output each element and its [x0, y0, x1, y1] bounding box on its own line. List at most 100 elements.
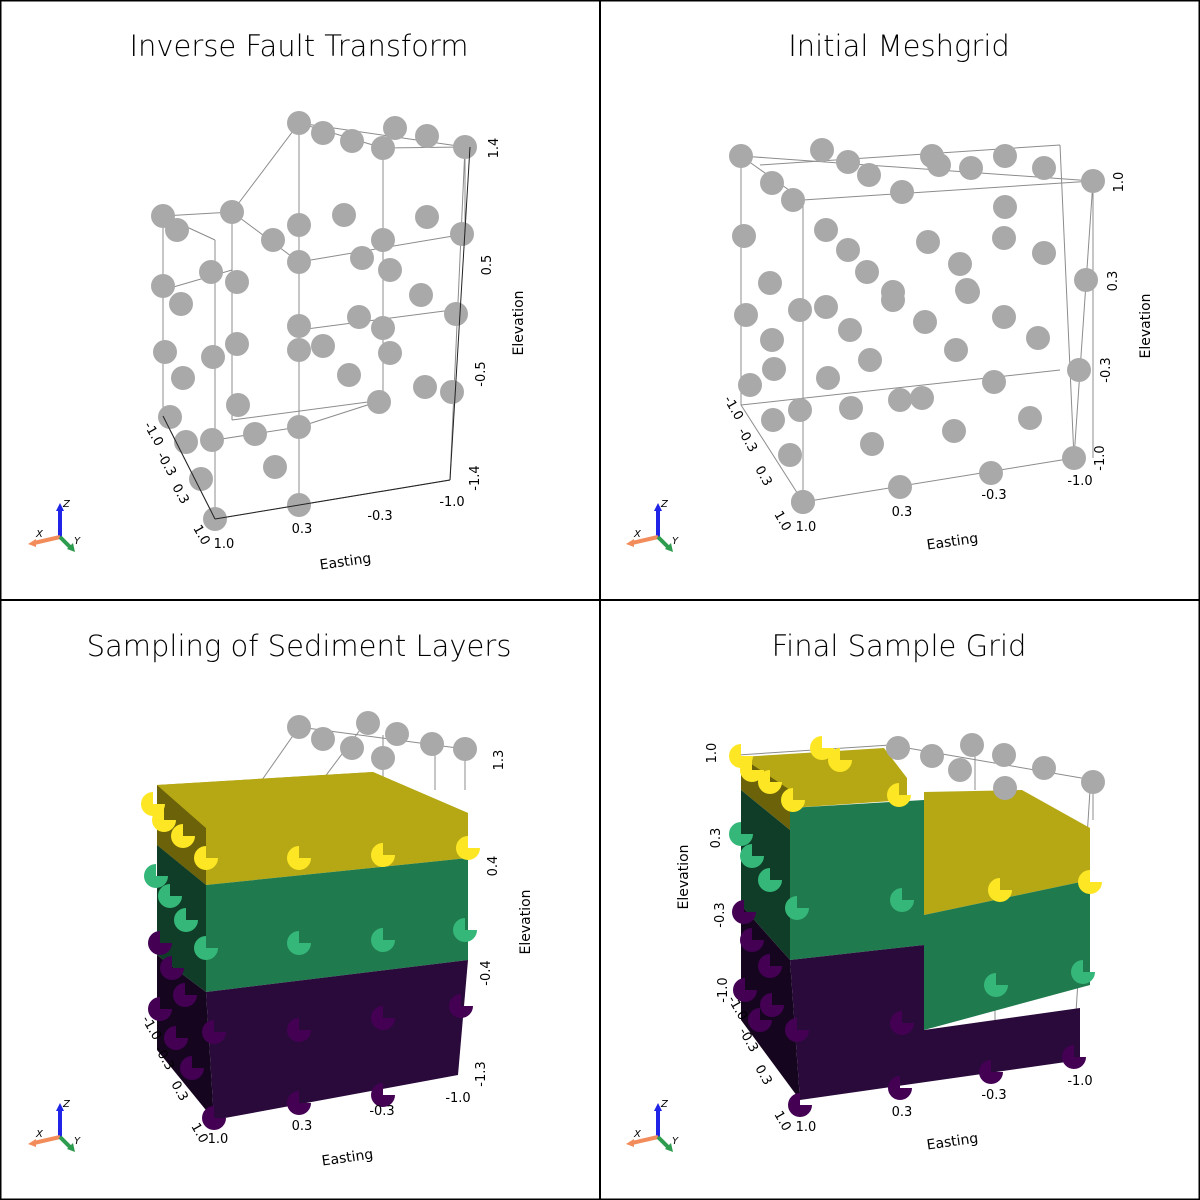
grid-node: [758, 271, 782, 295]
sample-node: [740, 844, 764, 868]
y-tick: 0.3: [168, 482, 191, 507]
sample-node: [287, 846, 311, 870]
grid-node: [993, 776, 1017, 800]
grid-node: [371, 228, 395, 252]
z-axis-arrow-head: [654, 1103, 662, 1111]
grid-node: [858, 348, 882, 372]
grid-node: [881, 280, 905, 304]
x-axis-label: Easting: [926, 1131, 980, 1154]
grid-node: [1074, 268, 1098, 292]
grid-node: [738, 373, 762, 397]
sample-node: [171, 824, 195, 848]
grid-node: [287, 314, 311, 338]
grid-node: [992, 226, 1016, 250]
x-axis-label: Easting: [926, 531, 980, 554]
sample-node: [748, 1008, 772, 1032]
grid-node: [948, 758, 972, 782]
panel-title: Sampling of Sediment Layers: [87, 629, 512, 663]
sample-node: [202, 1020, 226, 1044]
x-tick: -0.3: [367, 509, 392, 524]
grid-node: [220, 200, 244, 224]
sample-node: [158, 884, 182, 908]
green-layer-block-right: [924, 880, 1090, 1030]
grid-node: [311, 727, 335, 751]
grid-node: [760, 328, 784, 352]
grid-node: [1032, 156, 1056, 180]
sample-node: [758, 954, 782, 978]
sample-node: [371, 843, 395, 867]
grid-node: [762, 357, 786, 381]
yellow-layer-top: [157, 772, 468, 828]
grid-edge: [1073, 180, 1094, 459]
grid-node: [199, 260, 223, 284]
grid-node: [287, 250, 311, 274]
sample-node: [781, 788, 805, 812]
z-tick: 0.5: [480, 255, 495, 276]
orientation-triad: Z X Y: [626, 1099, 679, 1152]
sample-node: [1071, 960, 1095, 984]
grid-node: [201, 345, 225, 369]
grid-node: [993, 195, 1017, 219]
grid-node: [340, 129, 364, 153]
panel-sampling-of-sediment-layers: Sampling of Sediment Layers 1.0 0.3 -0.3…: [28, 629, 534, 1170]
grid-node: [857, 163, 881, 187]
grid-node: [959, 156, 983, 180]
triad-x-label: X: [35, 529, 44, 540]
z-tick: 1.0: [1112, 172, 1127, 193]
grid-node: [955, 278, 979, 302]
x-tick: -1.0: [1067, 474, 1092, 489]
grid-node: [174, 430, 198, 454]
y-axis-arrow: [58, 535, 72, 549]
x-tick: -0.3: [981, 1088, 1006, 1103]
x-tick: 1.0: [208, 1132, 229, 1147]
grid-edges: [162, 122, 466, 520]
sample-node: [453, 918, 477, 942]
triad-y-label: Y: [74, 536, 81, 547]
x-tick: -0.3: [369, 1104, 394, 1119]
grid-node: [1032, 241, 1056, 265]
grid-node: [440, 380, 464, 404]
z-axis-arrow-head: [56, 503, 64, 511]
z-tick: -1.0: [716, 977, 731, 1002]
grid-node: [189, 467, 213, 491]
z-tick: -0.3: [713, 902, 728, 927]
sample-node: [1062, 1045, 1086, 1069]
grid-node: [347, 305, 371, 329]
y-axis-arrow: [58, 1135, 72, 1149]
grid-node: [810, 138, 834, 162]
grid-node: [1018, 406, 1042, 430]
y-tick: 0.3: [751, 464, 774, 489]
grid-node: [992, 743, 1016, 767]
grid-node: [287, 338, 311, 362]
panel-title: Initial Meshgrid: [788, 29, 1010, 63]
sample-node: [888, 1076, 912, 1100]
grid-node: [788, 298, 812, 322]
z-axis-label: Elevation: [518, 889, 534, 954]
grid-node: [444, 302, 468, 326]
sample-node: [788, 1093, 812, 1117]
grid-edges: [740, 144, 1094, 503]
grid-node: [225, 332, 249, 356]
x-axis-arrow: [631, 535, 659, 545]
grid-node: [385, 722, 409, 746]
grid-node: [337, 363, 361, 387]
triad-z-label: Z: [660, 1099, 669, 1110]
grid-node: [729, 144, 753, 168]
triad-z-label: Z: [62, 499, 71, 510]
grid-node: [1032, 756, 1056, 780]
y-tick: 1.0: [770, 1109, 793, 1134]
y-axis-arrow-head: [67, 1143, 75, 1152]
grid-node: [340, 736, 364, 760]
panel-initial-meshgrid: Initial Meshgrid 1.0 0.3 -0.3 -1.0 Easti…: [626, 29, 1154, 554]
grid-node: [910, 386, 934, 410]
grid-nodes: [729, 733, 1105, 1117]
sample-node: [740, 758, 764, 782]
triad-x-label: X: [633, 1129, 642, 1140]
grid-node: [960, 733, 984, 757]
grid-node: [855, 260, 879, 284]
grid-edge: [231, 122, 300, 213]
grid-node: [165, 218, 189, 242]
grid-node: [761, 408, 785, 432]
grid-node: [814, 218, 838, 242]
